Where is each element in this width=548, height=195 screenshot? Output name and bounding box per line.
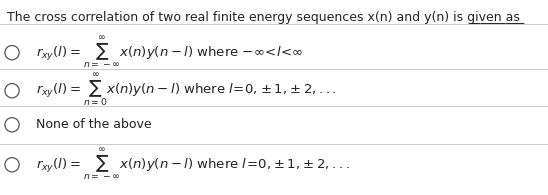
Text: $r_{xy}(l) = \sum_{n=-\infty}^{\infty} x(n)y(n-l)$ where $-\infty\!<\!l\!<\!\inf: $r_{xy}(l) = \sum_{n=-\infty}^{\infty} x… [36, 35, 303, 71]
Text: $r_{xy}(l) = \sum_{n=0}^{\infty} x(n)y(n-l)$ where $l\!=\!0,\!\pm1,\!\pm2,...$: $r_{xy}(l) = \sum_{n=0}^{\infty} x(n)y(n… [36, 72, 336, 109]
Text: None of the above: None of the above [36, 118, 151, 131]
Text: $r_{xy}(l) = \sum_{n=-\infty}^{\infty} x(n)y(n-l)$ where $l\!=\!0,\!\pm1,\!\pm2,: $r_{xy}(l) = \sum_{n=-\infty}^{\infty} x… [36, 147, 350, 183]
Text: The cross correlation of two real finite energy sequences x(n) and y(n) is given: The cross correlation of two real finite… [7, 11, 523, 24]
Text: _________: _________ [468, 11, 524, 24]
